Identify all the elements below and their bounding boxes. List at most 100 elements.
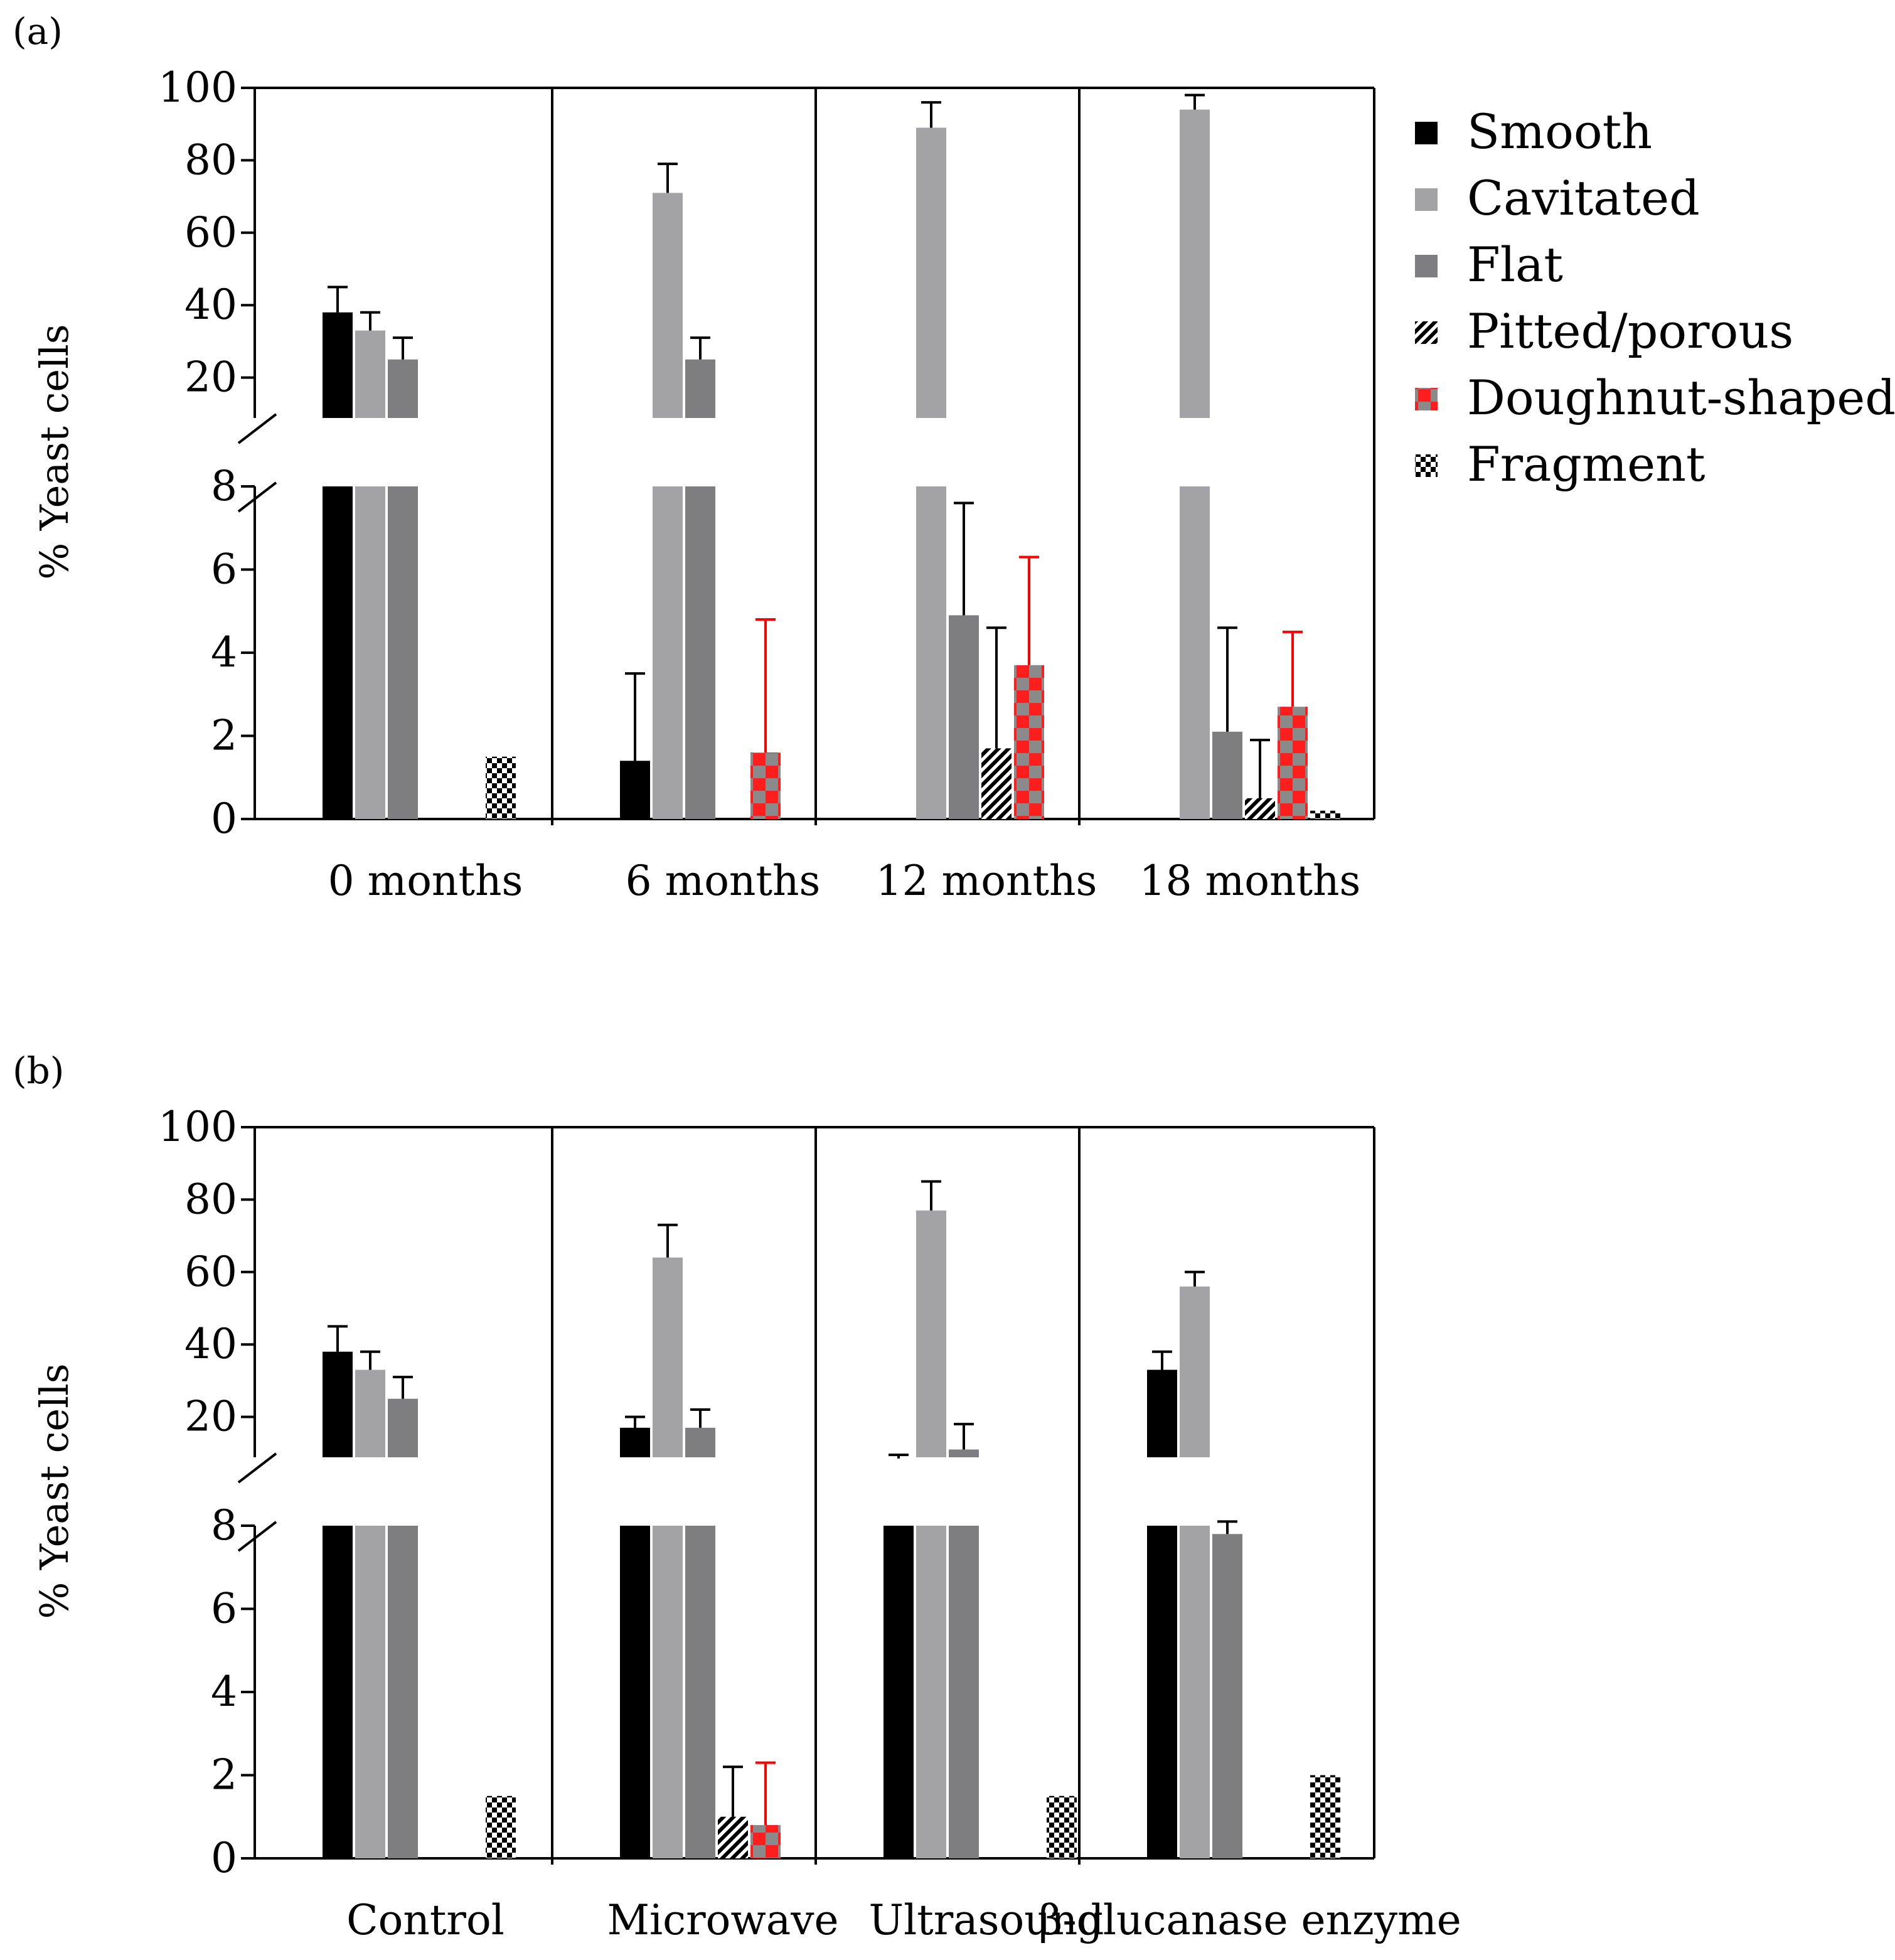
bar-flat-microwave-upper	[685, 1427, 715, 1457]
bar-smooth-glucanase-enzyme-upper	[1147, 1369, 1177, 1457]
y-tick-label: 8	[211, 1501, 237, 1550]
bar-cavitated-0-months-upper	[355, 330, 385, 418]
bar-doughnut-shaped-12-months	[1014, 665, 1044, 819]
axis-break-mark	[237, 413, 277, 444]
y-tick-label: 40	[184, 1320, 237, 1368]
x-tick-label-control: Control	[346, 1896, 504, 1944]
bar-doughnut-shaped-microwave	[750, 1825, 781, 1858]
bar-pitted-porous-microwave	[718, 1816, 748, 1858]
y-tick-label: 100	[158, 1103, 237, 1151]
y-tick-label: 6	[211, 545, 237, 594]
bar-doughnut-shaped-6-months	[750, 752, 781, 819]
bar-flat-0-months-lower	[388, 486, 418, 819]
chart-panel-1: (b) % Yeast cells 20 40 60 80 100 0 2 4 6 8 Control M…	[13, 1049, 1461, 1944]
bar-flat-ultrasound-lower	[949, 1526, 979, 1858]
legend-swatch-doughnut-shaped	[1415, 388, 1438, 410]
bar-flat-6-months-upper	[685, 359, 715, 418]
y-tick-label: 6	[211, 1585, 237, 1633]
bar-flat-6-months-lower	[685, 486, 715, 819]
y-tick-label: 60	[184, 1248, 237, 1296]
legend-label-smooth: Smooth	[1467, 104, 1652, 159]
y-tick-label: 60	[184, 208, 237, 257]
axis-break-mark	[237, 1452, 277, 1484]
x-tick-label-ultrasound: Ultrasound	[868, 1896, 1104, 1944]
y-tick-label: 4	[211, 1668, 237, 1716]
bar-cavitated-0-months-lower	[355, 486, 385, 819]
bar-cavitated-control-upper	[355, 1369, 385, 1457]
x-tick-label-glucanase-enzyme: β-glucanase enzyme	[1038, 1896, 1461, 1944]
y-tick-label: 2	[211, 712, 237, 760]
bar-cavitated-6-months-upper	[653, 193, 683, 418]
y-tick-label: 40	[184, 281, 237, 329]
bar-cavitated-18-months-upper	[1180, 109, 1210, 418]
bar-pitted-porous-18-months	[1245, 798, 1275, 819]
panel-label: (b)	[13, 1049, 64, 1092]
bar-flat-control-lower	[388, 1526, 418, 1858]
bar-flat-18-months	[1212, 731, 1242, 819]
bar-cavitated-microwave-lower	[653, 1526, 683, 1858]
bar-smooth-0-months-upper	[323, 312, 353, 418]
bar-fragment-glucanase-enzyme	[1310, 1775, 1340, 1858]
bar-fragment-0-months	[486, 756, 516, 819]
bar-cavitated-18-months-lower	[1180, 486, 1210, 819]
legend-label-flat: Flat	[1467, 237, 1563, 292]
y-tick-label: 4	[211, 628, 237, 677]
bar-flat-control-upper	[388, 1398, 418, 1457]
y-tick-label: 20	[184, 353, 237, 402]
bar-fragment-control	[486, 1796, 516, 1858]
bar-cavitated-glucanase-enzyme-lower	[1180, 1526, 1210, 1858]
bar-flat-0-months-upper	[388, 359, 418, 418]
chart-panel-0: (a) % Yeast cells 20 40 60 80 100 0 2 4 6 8 0 months…	[13, 10, 1375, 905]
x-tick-label-microwave: Microwave	[607, 1896, 838, 1944]
y-tick-label: 20	[184, 1393, 237, 1441]
legend: Smooth Cavitated Flat Pitted/porous Doughnut…	[1415, 104, 1895, 492]
bar-flat-glucanase-enzyme	[1212, 1534, 1242, 1858]
bar-fragment-18-months	[1310, 810, 1340, 819]
y-tick-label: 0	[211, 795, 237, 843]
y-tick-label: 0	[211, 1834, 237, 1882]
legend-label-fragment: Fragment	[1467, 436, 1706, 492]
bar-fragment-ultrasound	[1047, 1796, 1077, 1858]
legend-label-cavitated: Cavitated	[1467, 170, 1700, 226]
bar-smooth-6-months	[620, 761, 650, 819]
bar-flat-ultrasound-upper	[949, 1449, 979, 1457]
x-tick-label-6-months: 6 months	[626, 857, 821, 905]
legend-swatch-fragment	[1415, 454, 1438, 477]
x-tick-label-0-months: 0 months	[328, 857, 523, 905]
bar-smooth-glucanase-enzyme-lower	[1147, 1526, 1177, 1858]
bar-smooth-microwave-lower	[620, 1526, 650, 1858]
bar-smooth-0-months-lower	[323, 486, 353, 819]
bar-doughnut-shaped-18-months	[1278, 707, 1308, 819]
bar-cavitated-12-months-upper	[916, 127, 946, 418]
axis-break-mark	[237, 481, 277, 513]
bar-cavitated-12-months-lower	[916, 486, 946, 819]
legend-label-doughnut-shaped: Doughnut-shaped	[1467, 370, 1895, 426]
legend-swatch-pitted-porous	[1415, 321, 1438, 344]
y-axis-title: % Yeast cells	[31, 1363, 77, 1619]
y-axis-title: % Yeast cells	[31, 324, 77, 579]
bar-flat-microwave-lower	[685, 1526, 715, 1858]
legend-swatch-cavitated	[1415, 188, 1438, 211]
bar-cavitated-ultrasound-lower	[916, 1526, 946, 1858]
panel-label: (a)	[13, 10, 63, 53]
bar-cavitated-control-lower	[355, 1526, 385, 1858]
bar-smooth-control-upper	[323, 1351, 353, 1457]
y-tick-label: 8	[211, 462, 237, 510]
y-tick-label: 80	[184, 136, 237, 184]
y-tick-label: 80	[184, 1175, 237, 1223]
legend-swatch-flat	[1415, 255, 1438, 277]
y-tick-label: 100	[158, 63, 237, 112]
bar-cavitated-6-months-lower	[653, 486, 683, 819]
bar-smooth-microwave-upper	[620, 1427, 650, 1457]
y-tick-label: 2	[211, 1751, 237, 1799]
bar-cavitated-glucanase-enzyme-upper	[1180, 1286, 1210, 1457]
bar-pitted-porous-12-months	[981, 748, 1012, 819]
bar-flat-12-months	[949, 615, 979, 819]
bar-cavitated-microwave-upper	[653, 1257, 683, 1457]
x-tick-label-18-months: 18 months	[1140, 857, 1361, 905]
bar-cavitated-ultrasound-upper	[916, 1210, 946, 1457]
bar-smooth-ultrasound-lower	[883, 1526, 914, 1858]
legend-label-pitted-porous: Pitted/porous	[1467, 303, 1793, 359]
x-tick-label-12-months: 12 months	[876, 857, 1097, 905]
